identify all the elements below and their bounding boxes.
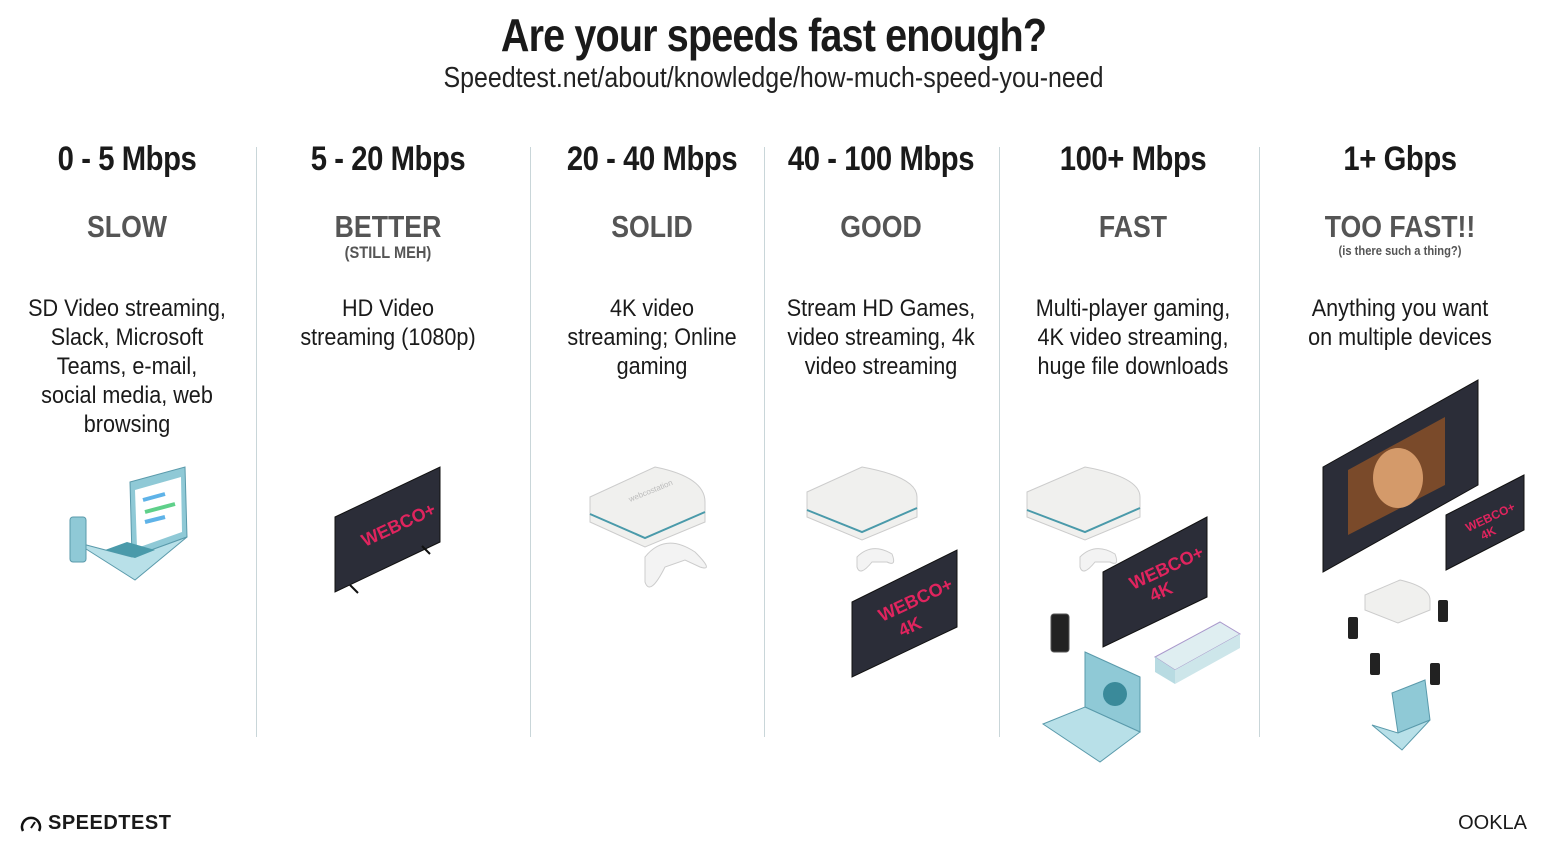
game-console-icon: webcostation bbox=[589, 466, 707, 588]
tier-label: TOO FAST!! bbox=[1324, 209, 1476, 244]
page-title: Are your speeds fast enough? bbox=[500, 9, 1047, 61]
tier-description: 4K video streaming; Online gaming bbox=[567, 295, 737, 380]
tier-range: 100+ Mbps bbox=[1059, 140, 1207, 178]
tier-range: 0 - 5 Mbps bbox=[57, 140, 197, 178]
phone-icon bbox=[1348, 617, 1358, 639]
separator bbox=[999, 147, 1000, 737]
phone-icon bbox=[1438, 600, 1448, 622]
tier-slow: 0 - 5 Mbps SLOW bbox=[17, 140, 237, 245]
gauge-icon bbox=[20, 816, 42, 832]
tier-description: Stream HD Games, video streaming, 4k vid… bbox=[786, 295, 976, 380]
laptop-icon bbox=[69, 466, 188, 581]
tv-badge: 4K bbox=[1478, 523, 1498, 542]
tv-icon: WEBCO+ bbox=[334, 466, 441, 594]
tier-label: SLOW bbox=[87, 209, 167, 244]
tier-label: SOLID bbox=[611, 209, 693, 244]
ookla-logo: OOKLA bbox=[1458, 812, 1527, 834]
tier-range: 40 - 100 Mbps bbox=[787, 140, 975, 178]
tier-solid: 20 - 40 Mbps SOLID bbox=[532, 140, 772, 245]
separator bbox=[256, 147, 257, 737]
phone-icon bbox=[1050, 613, 1070, 653]
tier-description: HD Video streaming (1080p) bbox=[300, 295, 476, 351]
console-tv-group: WEBCO+ 4K bbox=[806, 466, 958, 678]
controller-icon bbox=[856, 548, 895, 572]
tier-sublabel: (STILL MEH) bbox=[344, 243, 432, 262]
tier-label: GOOD bbox=[840, 209, 922, 244]
tier-fast: 100+ Mbps FAST bbox=[1013, 140, 1253, 245]
tier-range: 5 - 20 Mbps bbox=[310, 140, 466, 178]
speedtest-wordmark: SPEEDTEST bbox=[48, 812, 172, 834]
gigabit-devices-group: WEBCO+ 4K bbox=[1322, 379, 1525, 751]
tier-label: BETTER bbox=[334, 209, 442, 244]
fast-devices-group: WEBCO+ 4K bbox=[1026, 466, 1242, 763]
phone-icon bbox=[1370, 653, 1380, 675]
tier-description: SD Video streaming, Slack, Microsoft Tea… bbox=[28, 295, 226, 438]
controller-icon bbox=[1079, 548, 1118, 572]
tier-range: 1+ Gbps bbox=[1343, 140, 1457, 178]
separator bbox=[764, 147, 765, 737]
controller-icon bbox=[644, 542, 707, 588]
speedtest-logo: SPEEDTEST bbox=[20, 812, 171, 835]
tier-better: 5 - 20 Mbps BETTER (STILL MEH) bbox=[278, 140, 498, 263]
separator bbox=[1259, 147, 1260, 737]
tier-range: 20 - 40 Mbps bbox=[566, 140, 738, 178]
separator bbox=[530, 147, 531, 737]
tier-too-fast: 1+ Gbps TOO FAST!! (is there such a thin… bbox=[1280, 140, 1520, 258]
tier-label: FAST bbox=[1098, 209, 1168, 244]
tier-good: 40 - 100 Mbps GOOD bbox=[766, 140, 996, 245]
source-url: Speedtest.net/about/knowledge/how-much-s… bbox=[443, 62, 1104, 94]
tier-description: Anything you want on multiple devices bbox=[1308, 295, 1492, 351]
tier-sublabel: (is there such a thing?) bbox=[1338, 243, 1462, 258]
phone-icon bbox=[1430, 663, 1440, 685]
tier-description: Multi-player gaming, 4K video streaming,… bbox=[1035, 295, 1231, 380]
